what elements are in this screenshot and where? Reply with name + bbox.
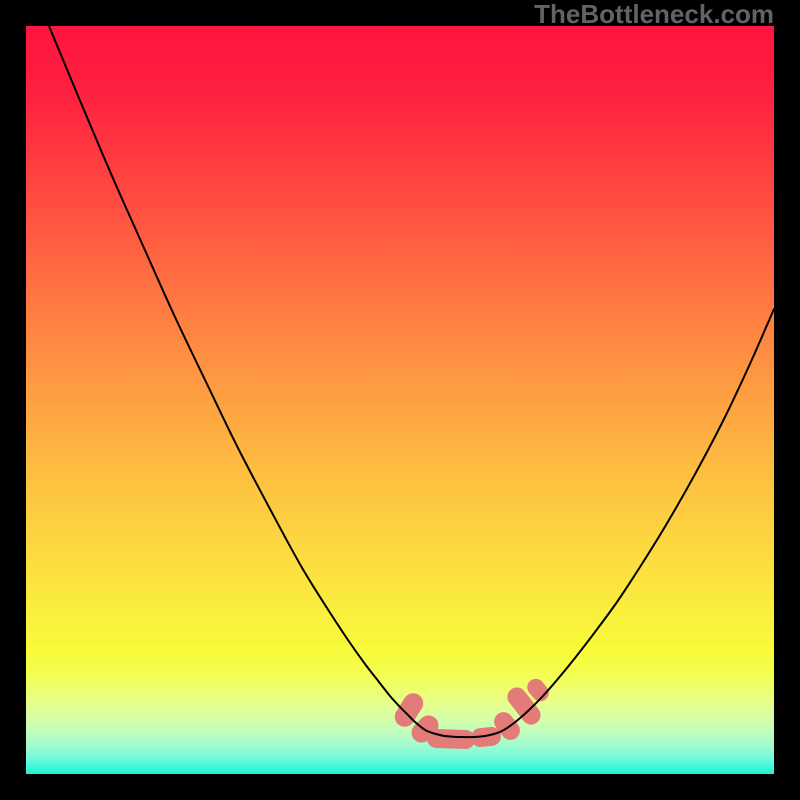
watermark-text: TheBottleneck.com: [534, 0, 774, 30]
plot-area: [26, 26, 774, 774]
curve-left: [49, 26, 458, 737]
chart-svg: [26, 26, 774, 774]
pink-blob-group: [391, 675, 552, 749]
pink-blob: [427, 729, 476, 750]
curve-right: [458, 309, 774, 737]
